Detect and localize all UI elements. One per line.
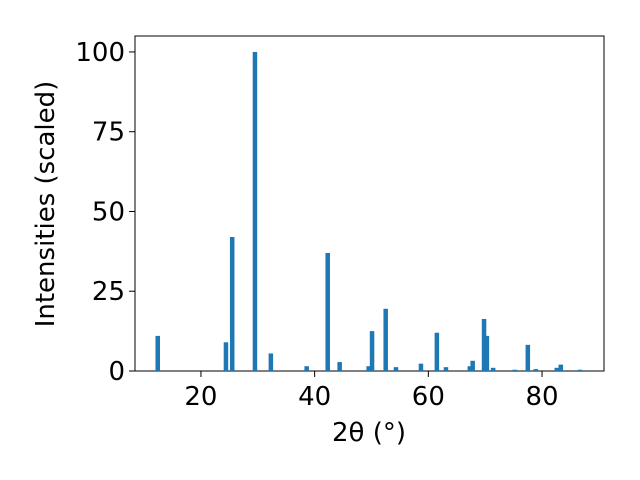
bar [558, 364, 564, 371]
x-tick-label: 40 [298, 382, 331, 412]
bar [223, 342, 229, 371]
bar [393, 367, 399, 371]
y-tick-label: 75 [92, 118, 125, 148]
bar [304, 366, 309, 371]
bar [577, 369, 583, 371]
bar [490, 367, 496, 371]
bar [434, 332, 440, 371]
bar [268, 353, 274, 371]
plot-frame [134, 35, 605, 372]
bar [533, 369, 539, 371]
y-tick-label: 25 [92, 277, 125, 307]
bar [383, 308, 388, 371]
bar [481, 318, 487, 371]
y-tick-label: 100 [75, 38, 125, 68]
bar [470, 360, 475, 371]
y-axis-label: Intensities (scaled) [31, 81, 61, 328]
x-tick-label: 80 [525, 382, 558, 412]
bar [554, 367, 560, 371]
y-tick-label: 0 [108, 357, 125, 387]
bar [325, 252, 330, 371]
y-tick-label: 50 [92, 197, 125, 227]
bar [418, 363, 424, 371]
bar [337, 362, 342, 371]
bar [252, 51, 258, 371]
x-axis-label: 2θ (°) [332, 418, 406, 448]
bar [155, 335, 160, 371]
bar [484, 335, 490, 371]
bar [467, 366, 473, 371]
bar [443, 367, 449, 371]
x-tick-label: 20 [184, 382, 217, 412]
bar [512, 369, 517, 371]
bar [525, 344, 531, 371]
bar [229, 237, 235, 371]
bar [369, 331, 375, 371]
bar [366, 366, 371, 371]
x-tick-label: 60 [412, 382, 445, 412]
